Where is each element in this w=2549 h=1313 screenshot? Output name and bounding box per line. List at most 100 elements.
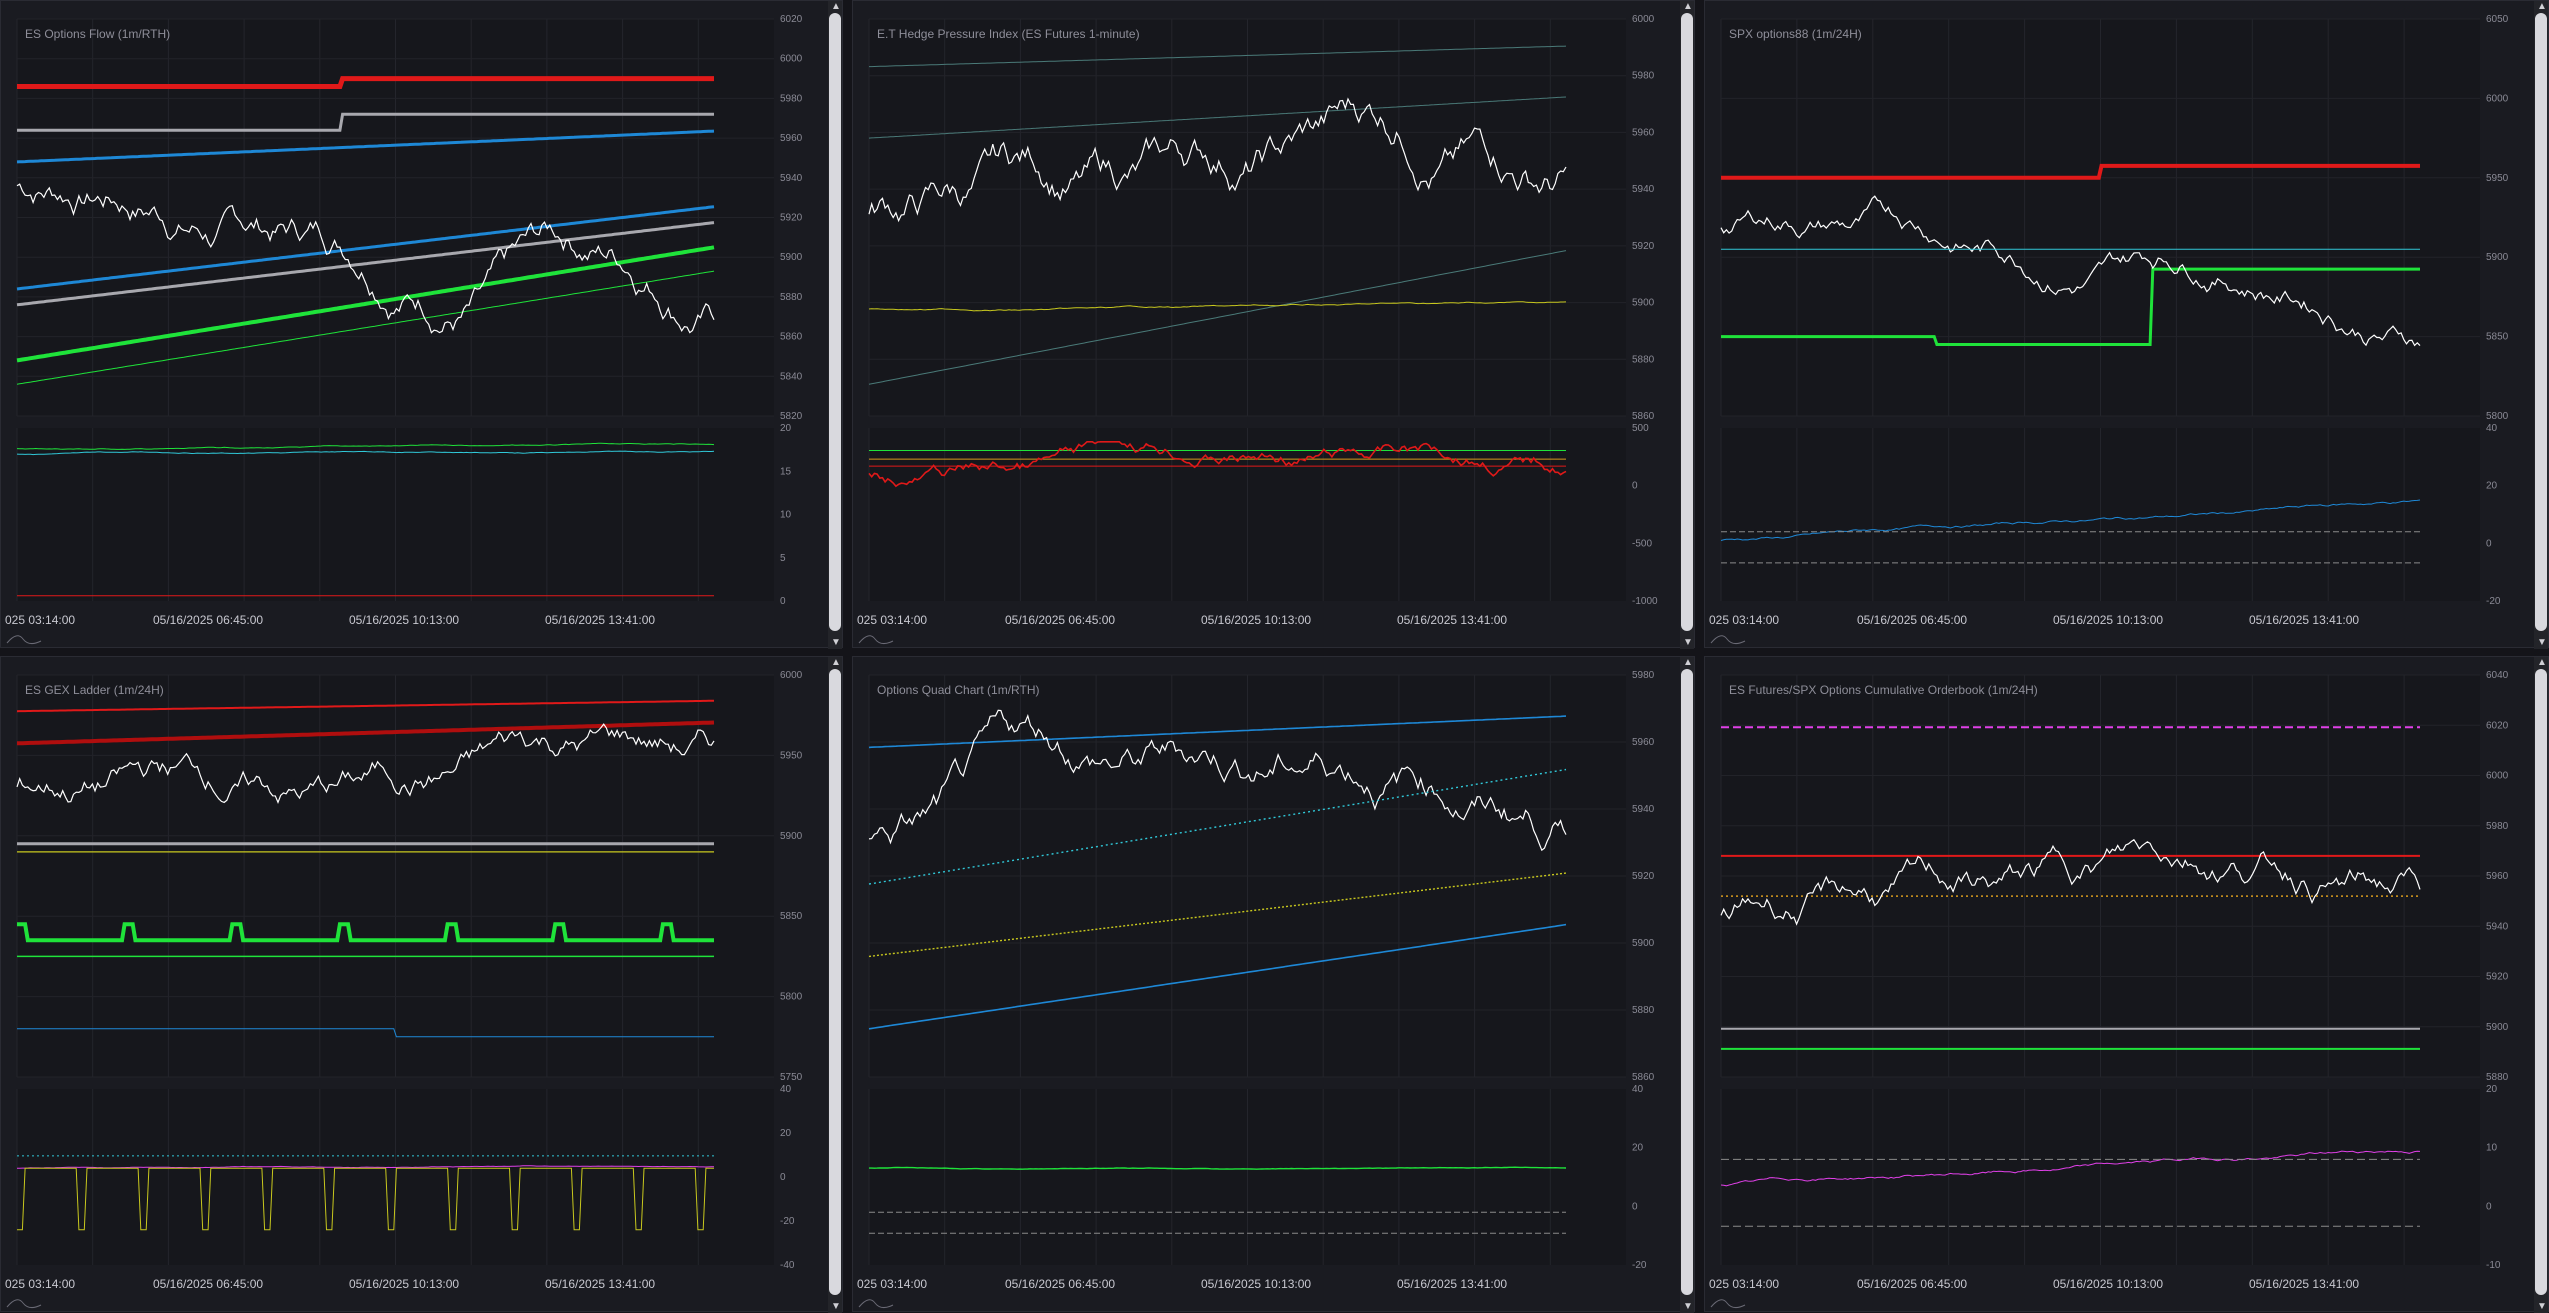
panel-title: Options Quad Chart (1m/RTH) bbox=[877, 683, 1040, 697]
x-tick-label: 05/16/2025 10:13:00 bbox=[349, 1277, 459, 1291]
y-tick-upper: 5940 bbox=[2486, 921, 2509, 932]
y-tick-upper: 5750 bbox=[780, 1072, 803, 1083]
x-tick-label: 05/16/2025 13:41:00 bbox=[2249, 613, 2359, 627]
chart-canvas[interactable]: 6020 6000 5980 5960 5940 5920 5900 5880 5860 5840… bbox=[1, 1, 828, 649]
osc-magenta bbox=[16, 1165, 715, 1169]
y-tick-lower: 0 bbox=[1632, 481, 1638, 492]
band-low bbox=[868, 250, 1567, 385]
y-tick-upper: 6020 bbox=[780, 14, 803, 25]
navigator-icon bbox=[858, 1299, 894, 1309]
chart-panel-6[interactable]: 6040 6020 6000 5980 5960 5940 5920 5900 5880 20 10… bbox=[1704, 656, 2549, 1313]
y-tick-upper: 5920 bbox=[780, 213, 803, 224]
scroll-down-icon[interactable]: ▼ bbox=[831, 637, 841, 648]
chart-panel-4[interactable]: 6000 5950 5900 5850 5800 5750 40 20 0 -20 -40 025 0… bbox=[0, 656, 843, 1313]
y-tick-upper: 5940 bbox=[780, 173, 803, 184]
x-tick-label: 025 03:14:00 bbox=[1709, 613, 1779, 627]
scrollbar-thumb[interactable] bbox=[1681, 13, 1693, 631]
band-gray-low bbox=[16, 221, 715, 307]
panel-title: ES Options Flow (1m/RTH) bbox=[25, 27, 171, 41]
scrollbar-thumb[interactable] bbox=[2535, 669, 2547, 1295]
panel-title: SPX options88 (1m/24H) bbox=[1729, 27, 1862, 41]
x-tick-label: 05/16/2025 10:13:00 bbox=[2053, 613, 2163, 627]
y-tick-upper: 5950 bbox=[780, 750, 803, 761]
price-line bbox=[1720, 838, 2421, 926]
level-darkred bbox=[17, 720, 715, 746]
scroll-down-icon[interactable]: ▼ bbox=[2537, 1301, 2547, 1312]
scroll-down-icon[interactable]: ▼ bbox=[1683, 1301, 1693, 1312]
level-red bbox=[16, 699, 714, 713]
y-tick-upper: 5940 bbox=[1632, 804, 1655, 815]
y-tick-lower: -20 bbox=[1632, 1260, 1647, 1271]
y-tick-upper: 5880 bbox=[1632, 354, 1655, 365]
band-green bbox=[16, 245, 715, 363]
scroll-down-icon[interactable]: ▼ bbox=[831, 1301, 841, 1312]
x-tick-label: 05/16/2025 13:41:00 bbox=[2249, 1277, 2359, 1291]
y-tick-lower: -20 bbox=[2486, 596, 2501, 607]
y-tick-upper: 6000 bbox=[2486, 771, 2509, 782]
panel-title: E.T Hedge Pressure Index (ES Futures 1-m… bbox=[877, 27, 1140, 41]
y-tick-upper: 5980 bbox=[2486, 821, 2509, 832]
x-tick-label: 05/16/2025 13:41:00 bbox=[545, 1277, 655, 1291]
level-blue bbox=[17, 1028, 714, 1038]
band-blue-top bbox=[868, 715, 1567, 749]
scroll-up-icon[interactable]: ▲ bbox=[831, 1, 841, 12]
y-tick-upper: 6040 bbox=[2486, 670, 2509, 681]
x-tick-label: 05/16/2025 10:13:00 bbox=[1201, 613, 1311, 627]
y-tick-upper: 5900 bbox=[2486, 1022, 2509, 1033]
scrollbar-thumb[interactable] bbox=[829, 669, 841, 1295]
y-tick-lower: 0 bbox=[2486, 1201, 2492, 1212]
price-line bbox=[1720, 195, 2421, 347]
chart-panel-1[interactable]: 6020 6000 5980 5960 5940 5920 5900 5880 5860 5840… bbox=[0, 0, 843, 649]
navigator-icon bbox=[6, 1299, 42, 1309]
y-tick-upper: 6000 bbox=[780, 54, 803, 65]
y-tick-lower: 5 bbox=[780, 553, 786, 564]
y-tick-lower: -40 bbox=[780, 1260, 795, 1271]
dotted-olive bbox=[868, 872, 1567, 958]
y-tick-upper: 6000 bbox=[780, 670, 803, 681]
x-tick-label: 05/16/2025 10:13:00 bbox=[349, 613, 459, 627]
scroll-up-icon[interactable]: ▲ bbox=[2537, 657, 2547, 668]
level-green bbox=[1721, 267, 2420, 346]
y-tick-lower: 0 bbox=[780, 1172, 786, 1183]
y-tick-upper: 5980 bbox=[1632, 670, 1655, 681]
y-tick-lower: 40 bbox=[2486, 423, 2498, 434]
price-line bbox=[868, 709, 1567, 852]
band-mid bbox=[868, 96, 1567, 139]
y-tick-upper: 5980 bbox=[780, 93, 803, 104]
osc-green bbox=[16, 442, 715, 450]
y-tick-upper: 5820 bbox=[780, 411, 803, 422]
level-red bbox=[1721, 163, 2420, 180]
y-tick-upper: 5960 bbox=[1632, 127, 1655, 138]
chart-panel-5[interactable]: 5980 5960 5940 5920 5900 5880 5860 40 20 0 -20 025 … bbox=[852, 656, 1695, 1313]
y-tick-upper: 5920 bbox=[1632, 871, 1655, 882]
y-tick-upper: 5950 bbox=[2486, 173, 2509, 184]
y-tick-upper: 5860 bbox=[780, 332, 803, 343]
y-tick-lower: 0 bbox=[1632, 1201, 1638, 1212]
scrollbar-thumb[interactable] bbox=[1681, 669, 1693, 1295]
scroll-up-icon[interactable]: ▲ bbox=[2537, 1, 2547, 12]
level-green bbox=[17, 922, 714, 943]
navigator-icon bbox=[858, 635, 894, 645]
scrollbar-thumb[interactable] bbox=[2535, 13, 2547, 631]
y-tick-lower: 20 bbox=[780, 1128, 792, 1139]
y-tick-lower: -10 bbox=[2486, 1260, 2501, 1271]
chart-panel-3[interactable]: 6050 6000 5950 5900 5850 5800 40 20 0 -20 025 03:1… bbox=[1704, 0, 2549, 649]
scroll-down-icon[interactable]: ▼ bbox=[2537, 637, 2547, 648]
scroll-up-icon[interactable]: ▲ bbox=[1683, 1, 1693, 12]
y-tick-upper: 5840 bbox=[780, 371, 803, 382]
panel-title: ES Futures/SPX Options Cumulative Orderb… bbox=[1729, 683, 2038, 697]
y-tick-lower: 20 bbox=[2486, 481, 2498, 492]
chart-panel-2[interactable]: 6000 5980 5960 5940 5920 5900 5880 5860 500 0 -500… bbox=[852, 0, 1695, 649]
price-line bbox=[868, 97, 1567, 223]
scroll-up-icon[interactable]: ▲ bbox=[1683, 657, 1693, 668]
scrollbar-thumb[interactable] bbox=[829, 13, 841, 631]
scroll-down-icon[interactable]: ▼ bbox=[1683, 637, 1693, 648]
scroll-up-icon[interactable]: ▲ bbox=[831, 657, 841, 668]
y-tick-upper: 5860 bbox=[1632, 1072, 1655, 1083]
y-tick-lower: -500 bbox=[1632, 538, 1652, 549]
